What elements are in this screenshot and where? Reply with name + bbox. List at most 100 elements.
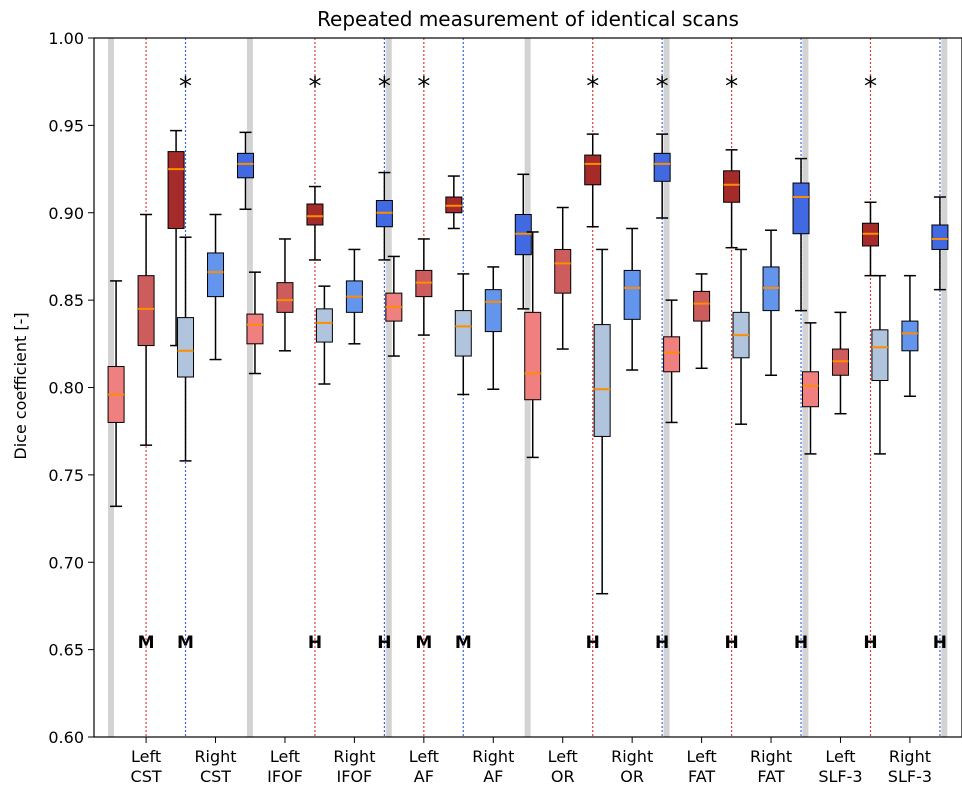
box-plot (732, 248, 750, 425)
box-plot (107, 280, 125, 508)
box (246, 313, 264, 345)
x-tick-label: Right (611, 747, 653, 766)
box-plot (524, 231, 542, 459)
box-plot (723, 149, 741, 249)
significance-star: * (378, 72, 391, 102)
group-letter: H (586, 633, 600, 653)
y-tick-label: 0.65 (48, 641, 84, 660)
box (177, 317, 195, 378)
y-tick-label: 0.85 (48, 291, 84, 310)
x-tick-label: FAT (757, 767, 784, 786)
box-plot (831, 311, 849, 415)
box (137, 275, 155, 347)
box (693, 290, 711, 322)
box-plot (861, 201, 879, 277)
box (723, 170, 741, 203)
group-letter: H (794, 633, 808, 653)
group-separator (941, 38, 948, 737)
group-letter: H (655, 633, 669, 653)
x-tick-label: Left (548, 747, 578, 766)
box (167, 151, 185, 229)
x-tick-label: OR (620, 767, 644, 786)
box-plot (593, 248, 611, 595)
x-tick-label: AF (483, 767, 503, 786)
box-plot (762, 229, 780, 377)
box (237, 152, 255, 179)
box-plot (415, 238, 433, 336)
box (653, 152, 671, 182)
x-tick-label: Right (750, 747, 792, 766)
box-plot (445, 175, 463, 230)
box (593, 324, 611, 437)
box-plot (792, 157, 810, 312)
x-tick-label: Left (131, 747, 161, 766)
group-separator (246, 38, 253, 737)
box (901, 320, 919, 352)
box-plot (306, 185, 324, 261)
significance-star: * (725, 72, 738, 102)
y-tick-label: 0.90 (48, 204, 84, 223)
box-plot (931, 196, 949, 291)
x-tick-label: Right (333, 747, 375, 766)
significance-star: * (179, 72, 192, 102)
box (276, 282, 294, 313)
box-plot (385, 255, 403, 357)
x-tick-label: FAT (688, 767, 715, 786)
box-plots (107, 129, 949, 595)
x-tick-label: AF (414, 767, 434, 786)
group-letter: M (138, 633, 155, 653)
significance-star: * (417, 72, 430, 102)
reference-lines (145, 38, 941, 737)
box (454, 310, 472, 357)
box-plot (276, 238, 294, 352)
box-plot (653, 133, 671, 219)
y-axis-ticks: 0.60 0.65 0.70 0.75 0.80 0.85 0.90 0.95 1.00 (48, 29, 94, 747)
significance-star: * (308, 72, 321, 102)
group-letter: M (455, 633, 472, 653)
box (801, 371, 819, 408)
box-plot (901, 274, 919, 397)
box-plot (663, 299, 681, 424)
box (871, 329, 889, 382)
box (931, 224, 949, 250)
x-tick-label: SLF-3 (888, 767, 932, 786)
annotations: M * M * H * H * M M * H * H * H H * H H (138, 72, 947, 653)
group-letter: M (177, 633, 194, 653)
box-plot (315, 285, 333, 385)
y-tick-label: 0.80 (48, 379, 84, 398)
box (554, 248, 572, 294)
x-tick-label: SLF-3 (818, 767, 862, 786)
box (207, 252, 225, 298)
x-tick-label: IFOF (267, 767, 303, 786)
box-plot (246, 271, 264, 375)
box-plot (871, 274, 889, 455)
chart-title: Repeated measurement of identical scans (317, 7, 739, 31)
group-letter: H (308, 633, 322, 653)
box (792, 182, 810, 235)
y-axis-label: Dice coefficient [-] (11, 312, 30, 459)
x-axis-ticks: LeftCSTRightCSTLeftIFOFRightIFOFLeftAFRi… (131, 737, 932, 786)
y-tick-label: 0.75 (48, 466, 84, 485)
box (484, 289, 502, 333)
x-tick-label: Right (472, 747, 514, 766)
box-plot (167, 129, 185, 347)
box (524, 311, 542, 401)
box (584, 154, 602, 186)
box-plot (345, 248, 363, 345)
group-letter: H (724, 633, 738, 653)
x-tick-label: OR (551, 767, 575, 786)
group-letter: H (377, 633, 391, 653)
box (623, 269, 641, 320)
box-plot (554, 206, 572, 350)
box-plot (237, 131, 255, 211)
group-letter: H (863, 633, 877, 653)
y-tick-label: 0.95 (48, 116, 84, 135)
box-plot (623, 227, 641, 371)
box-plot (454, 273, 472, 396)
group-letter: H (933, 633, 947, 653)
x-tick-label: CST (200, 767, 231, 786)
x-tick-label: IFOF (337, 767, 373, 786)
x-tick-label: CST (131, 767, 162, 786)
box-plot (375, 171, 393, 261)
significance-star: * (656, 72, 669, 102)
